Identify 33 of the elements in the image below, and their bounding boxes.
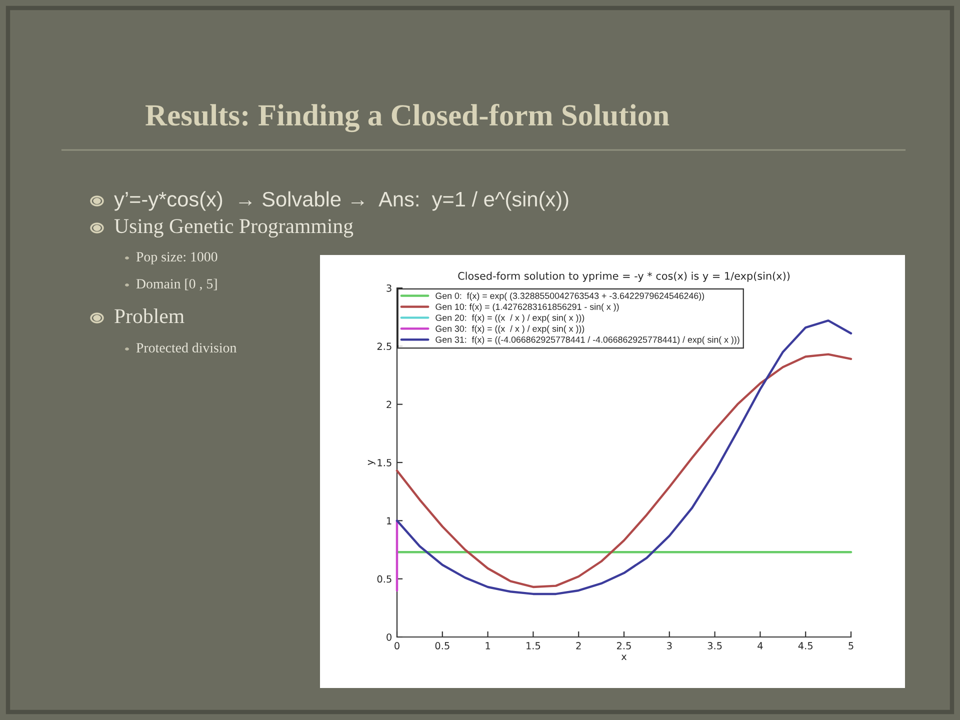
x-tick-label: 0 [394,642,400,650]
y-tick-label: 2.5 [377,342,392,350]
x-tick-label: 3 [667,642,672,650]
y-tick-label: 2 [386,400,392,408]
legend-label: Gen 10: f(x) = (1.4276283161856291 - sin( x )) [436,303,619,312]
legend-label: Gen 31: f(x) = ((-4.066862925778441 / -4.066862925778441) / exp( sin( x ))) [436,336,740,345]
y-tick-label: 0 [386,633,392,641]
text: Pop size: 1000 [136,252,218,264]
y-tick-label: 1.5 [378,459,392,466]
x-tick-label: 1 [486,642,490,650]
text: Results: Finding a Closed-form Solution [146,104,670,132]
x-axis-title: x [621,654,627,660]
y-tick-label: 3 [386,284,392,292]
x-tick-label: 2.5 [616,642,631,650]
x-tick-label: 5 [848,642,854,650]
text: Using Genetic Programming [114,219,354,238]
x-tick-label: 2 [576,642,581,650]
legend-label: Gen 20: f(x) = ((x / x ) / exp( sin( x ))) [436,314,584,323]
x-tick-label: 1.5 [526,642,540,650]
text: y’=-y*cos(x) → Solvable → Ans: y=1 / e^(sin(x)) [114,191,568,211]
text: Protected division [136,342,236,352]
text: Domain [0 , 5] [136,278,217,290]
x-tick-label: 3.5 [708,642,722,650]
y-tick-label: 0.5 [377,575,392,583]
legend-label: Gen 0: f(x) = exp( (3.3288550042763543 + -3.6422979624546246)) [436,292,704,301]
x-tick-label: 0.5 [435,642,450,650]
legend-label: Gen 30: f(x) = ((x / x ) / exp( sin( x ))) [436,325,584,334]
text: Problem [114,308,184,324]
x-tick-label: 4.5 [798,642,812,650]
x-tick-label: 4 [758,642,763,650]
y-axis-title: y [368,460,376,466]
chart-title: Closed-form solution to yprime = -y * cos(x) is y = 1/exp(sin(x)) [458,272,790,282]
y-tick-label: 1 [387,517,392,524]
